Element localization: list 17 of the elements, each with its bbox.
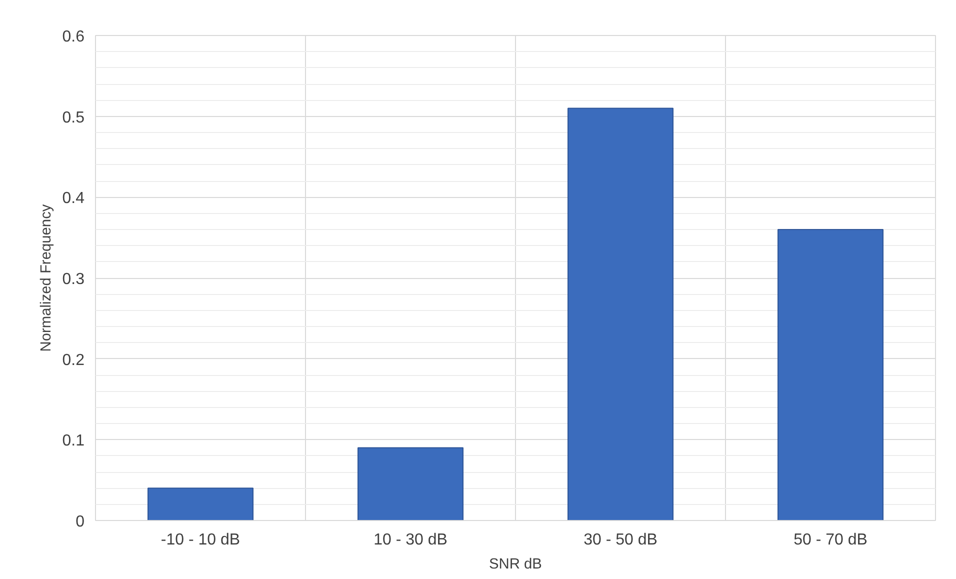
- x-tick-label: 30 - 50 dB: [584, 532, 658, 548]
- x-axis-title: SNR dB: [489, 556, 542, 572]
- y-tick-label: 0.3: [62, 271, 85, 288]
- y-tick-label: 0: [76, 514, 85, 530]
- y-tick-label: 0.1: [62, 432, 85, 450]
- x-tick-label: 50 - 70 dB: [794, 532, 868, 548]
- y-tick-label: 0.6: [62, 28, 85, 46]
- bar: [148, 488, 254, 520]
- y-tick-label: 0.5: [62, 109, 85, 126]
- y-axis-title: Normalized Frequency: [38, 204, 54, 352]
- y-tick-label: 0.4: [62, 190, 85, 208]
- bar: [778, 229, 884, 520]
- bar: [568, 108, 674, 520]
- x-tick-label: -10 - 10 dB: [160, 532, 240, 548]
- y-tick-label: 0.2: [62, 352, 85, 369]
- x-tick-label: 10 - 30 dB: [374, 532, 448, 548]
- bar: [358, 447, 464, 520]
